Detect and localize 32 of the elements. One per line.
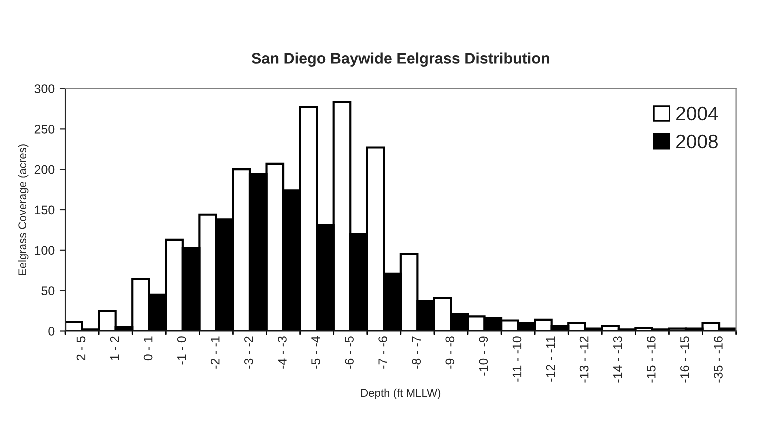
y-tick-label: 0 (48, 327, 55, 336)
y-axis-title: Eelgrass Coverage (acres) (18, 144, 29, 276)
x-tick-label: -3 - -2 (244, 336, 254, 369)
x-tick-label: 0 - 1 (144, 336, 153, 361)
y-tick-label: 200 (34, 165, 55, 174)
y-tick-label: 250 (34, 124, 55, 134)
x-tick-label: -14 - -13 (613, 336, 622, 383)
x-tick-label: -11 - -10 (512, 336, 522, 382)
x-tick-label: -6 - -5 (345, 336, 354, 369)
x-tick-label: 2 - 5 (76, 336, 86, 360)
y-tick-label: 150 (35, 206, 55, 215)
x-tick-label: -8 - -7 (412, 336, 422, 369)
x-tick-label: -7 - -6 (378, 336, 388, 369)
x-tick-label: -10 - -9 (479, 336, 488, 376)
chart-title: San Diego Baywide Eelgrass Distribution (252, 52, 550, 67)
legend-label: 2008 (676, 134, 718, 149)
x-tick-label: -5 - -4 (312, 336, 320, 369)
x-tick-label: -15 - -16 (646, 336, 656, 383)
x-tick-label: -13 - -12 (580, 336, 589, 383)
x-tick-label: -16 - -15 (680, 336, 690, 383)
x-axis-title: Depth (ft MLLW) (361, 388, 441, 400)
x-tick-label: -12 - -11 (546, 336, 556, 382)
x-tick-label: 1 - 2 (110, 336, 120, 360)
y-tick-label: 50 (42, 286, 55, 296)
legend-label: 2004 (676, 106, 718, 121)
x-tick-label: -9 - -8 (446, 336, 455, 369)
x-tick-label: -35 - -16 (714, 336, 723, 383)
x-tick-label: -1 - 0 (177, 336, 186, 365)
y-tick-label: 300 (34, 84, 55, 94)
y-tick-label: 100 (35, 246, 55, 256)
x-tick-label: -4 - -3 (278, 336, 287, 369)
x-tick-label: -2 - -1 (210, 336, 220, 369)
